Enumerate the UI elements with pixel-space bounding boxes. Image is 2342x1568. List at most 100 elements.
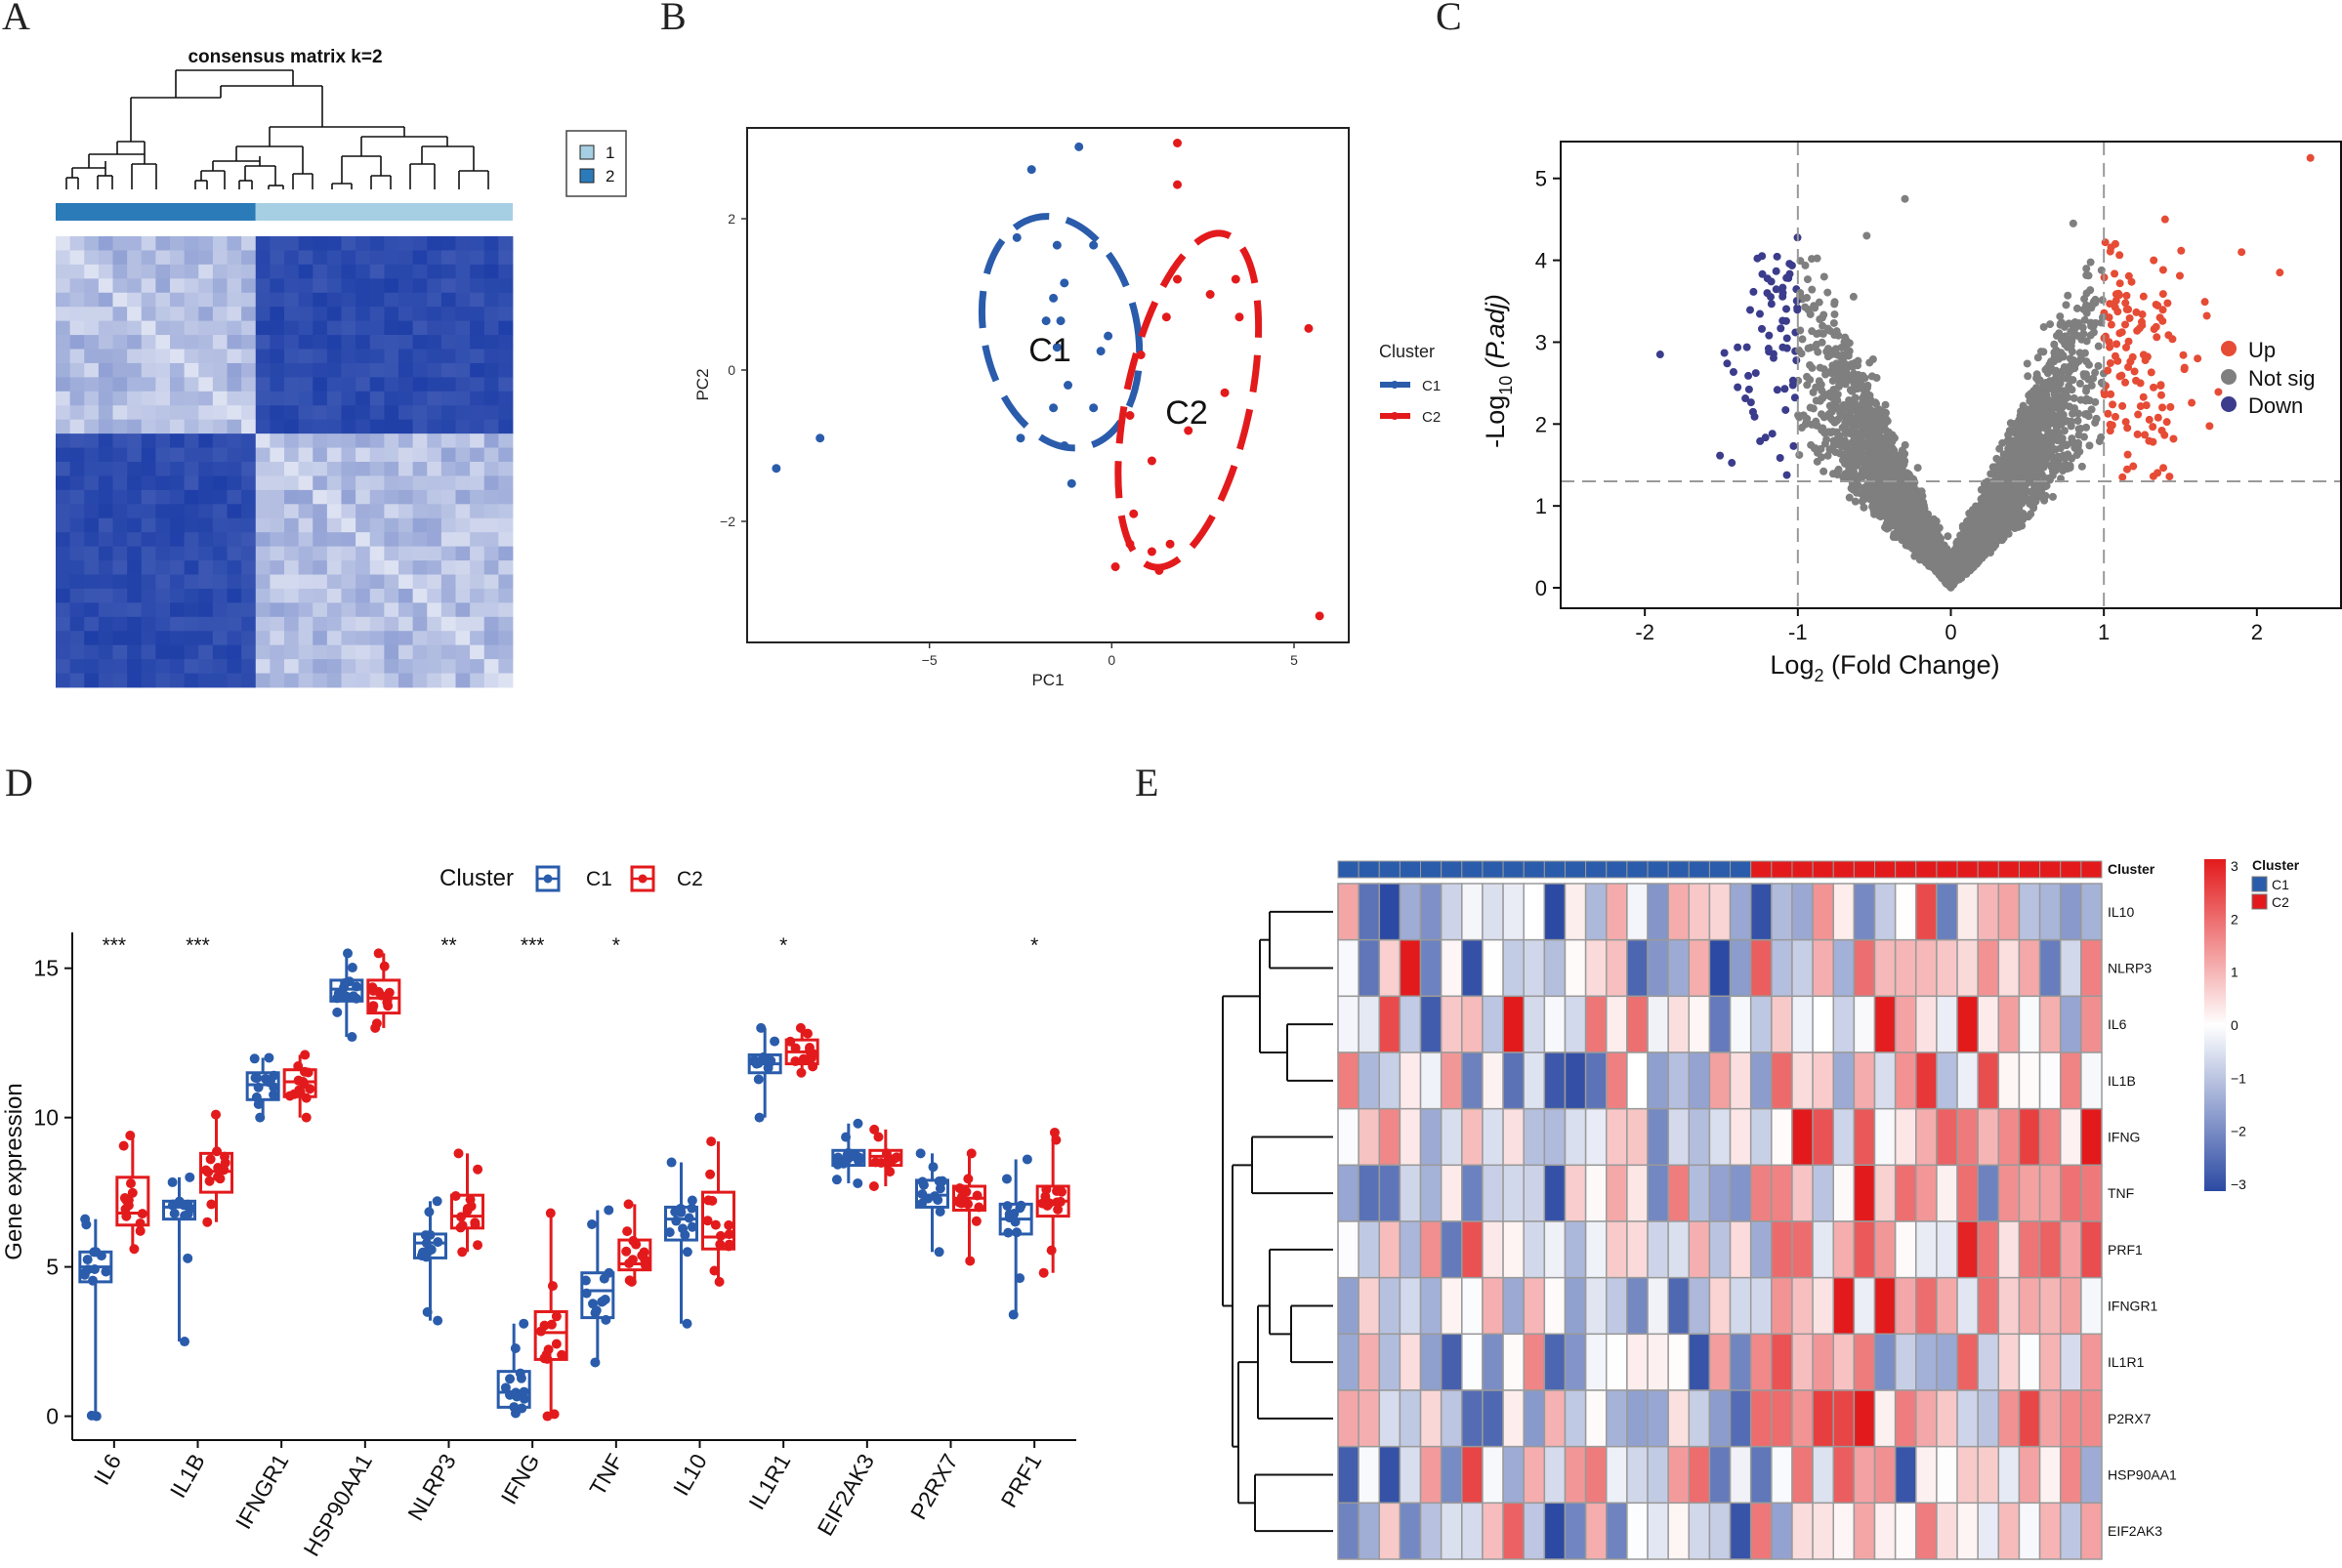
consensus-cell	[255, 278, 271, 294]
consensus-cell	[498, 236, 514, 251]
consensus-cell	[198, 362, 214, 378]
consensus-cell	[69, 588, 85, 603]
consensus-cell	[326, 574, 342, 590]
consensus-cell	[398, 546, 414, 561]
consensus-cell	[398, 335, 414, 350]
consensus-cell	[341, 433, 356, 448]
consensus-cell	[170, 236, 186, 251]
consensus-cell	[398, 462, 414, 476]
consensus-cell	[313, 475, 328, 491]
consensus-cell	[241, 532, 257, 548]
pca-point-c2	[1173, 139, 1183, 147]
consensus-cell	[483, 659, 499, 674]
consensus-cell	[440, 631, 456, 646]
consensus-cell	[440, 517, 456, 533]
consensus-cell	[69, 659, 85, 674]
consensus-cell	[212, 335, 228, 350]
consensus-cell	[455, 250, 471, 266]
consensus-cell	[198, 391, 214, 406]
consensus-cell	[384, 616, 399, 632]
consensus-cell	[313, 644, 328, 660]
consensus-cell	[384, 560, 399, 575]
consensus-cell	[212, 673, 228, 688]
volcano-x-tick-label: -1	[1788, 620, 1808, 644]
consensus-cell	[455, 405, 471, 421]
consensus-cell	[69, 517, 85, 533]
consensus-cell	[398, 433, 414, 448]
consensus-cell	[427, 320, 442, 336]
pca-legend-title: Cluster	[1379, 342, 1435, 361]
consensus-cell	[112, 335, 128, 350]
consensus-cell	[313, 673, 328, 688]
consensus-cell	[369, 560, 385, 575]
consensus-cell	[56, 278, 71, 294]
volcano-point-notsig	[2082, 409, 2091, 418]
consensus-cell	[440, 405, 456, 421]
consensus-cell	[127, 546, 143, 561]
pca-cluster-label-c2: C2	[1165, 394, 1207, 432]
pca-point-c1	[816, 433, 825, 443]
consensus-cell	[298, 475, 314, 491]
consensus-cell	[313, 320, 328, 336]
volcano-point-notsig	[1851, 497, 1860, 506]
consensus-cell	[369, 574, 385, 590]
consensus-cell	[341, 362, 356, 378]
consensus-cell	[155, 462, 171, 476]
consensus-cell	[284, 419, 300, 434]
consensus-cell	[255, 236, 271, 251]
consensus-cell	[170, 447, 186, 463]
consensus-cell	[112, 250, 128, 266]
consensus-cell	[369, 405, 385, 421]
volcano-point-up	[2158, 266, 2167, 274]
volcano-point-notsig	[2081, 396, 2090, 405]
consensus-cell	[198, 320, 214, 336]
consensus-cell	[455, 504, 471, 519]
volcano-point-notsig	[2073, 416, 2082, 425]
consensus-cell	[412, 349, 428, 364]
volcano-point-down	[1777, 324, 1785, 333]
consensus-cell	[98, 335, 113, 350]
volcano-point-notsig	[1818, 338, 1826, 347]
consensus-cell	[69, 574, 85, 590]
pca-y-tick-label: −2	[720, 514, 735, 529]
consensus-cell	[440, 362, 456, 378]
consensus-cell	[284, 546, 300, 561]
consensus-cell	[455, 588, 471, 603]
consensus-cell	[84, 532, 100, 548]
consensus-cell	[470, 517, 485, 533]
consensus-cell	[427, 631, 442, 646]
consensus-cell	[313, 489, 328, 505]
pca-ellipse-c1	[978, 213, 1144, 452]
consensus-cell	[155, 264, 171, 279]
consensus-cell	[155, 250, 171, 266]
volcano-point-down	[1773, 252, 1781, 261]
consensus-cell	[341, 673, 356, 688]
volcano-point-notsig	[1812, 383, 1820, 392]
consensus-cell	[212, 250, 228, 266]
consensus-cell	[427, 335, 442, 350]
consensus-cell	[483, 588, 499, 603]
consensus-cell	[470, 504, 485, 519]
consensus-cell	[241, 560, 257, 575]
consensus-cell	[326, 489, 342, 505]
consensus-cell	[184, 532, 199, 548]
consensus-cell	[270, 264, 285, 279]
consensus-cell	[369, 475, 385, 491]
consensus-cell	[284, 602, 300, 618]
volcano-point-down	[1758, 252, 1767, 261]
consensus-cell	[369, 320, 385, 336]
consensus-cell	[455, 659, 471, 674]
consensus-cell	[198, 644, 214, 660]
consensus-cell	[155, 616, 171, 632]
consensus-cell	[227, 475, 242, 491]
volcano-point-up	[2124, 271, 2133, 280]
consensus-legend-box	[565, 130, 627, 197]
consensus-cell	[326, 644, 342, 660]
consensus-cell	[56, 560, 71, 575]
consensus-cell	[355, 236, 371, 251]
consensus-cell	[498, 560, 514, 575]
consensus-cell	[369, 447, 385, 463]
consensus-cell	[298, 489, 314, 505]
pca-point-c1	[1104, 331, 1113, 341]
consensus-cell	[455, 517, 471, 533]
